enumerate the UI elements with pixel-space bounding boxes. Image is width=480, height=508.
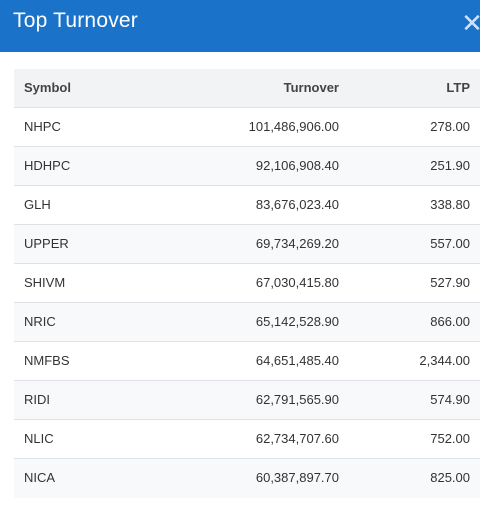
symbol-cell: NHPC	[24, 119, 61, 134]
symbol-cell: NLIC	[24, 431, 54, 446]
symbol-cell: GLH	[24, 197, 51, 212]
ltp-cell: 527.90	[430, 275, 470, 290]
turnover-cell: 83,676,023.40	[255, 197, 339, 212]
symbol-cell: NRIC	[24, 314, 56, 329]
table-row[interactable]: NRIC 65,142,528.90 866.00	[14, 303, 480, 342]
ltp-cell: 825.00	[430, 470, 470, 485]
turnover-cell: 92,106,908.40	[255, 158, 339, 173]
table-row[interactable]: HDHPC 92,106,908.40 251.90	[14, 147, 480, 186]
table-row[interactable]: NLIC 62,734,707.60 752.00	[14, 420, 480, 459]
table-row[interactable]: UPPER 69,734,269.20 557.00	[14, 225, 480, 264]
table-row[interactable]: SHIVM 67,030,415.80 527.90	[14, 264, 480, 303]
symbol-cell: UPPER	[24, 236, 69, 251]
turnover-table: Symbol Turnover LTP NHPC 101,486,906.00 27…	[14, 69, 480, 498]
turnover-cell: 62,791,565.90	[255, 392, 339, 407]
ltp-cell: 752.00	[430, 431, 470, 446]
ltp-cell: 251.90	[430, 158, 470, 173]
close-icon[interactable]: ✕	[461, 8, 480, 38]
symbol-cell: SHIVM	[24, 275, 66, 290]
ltp-cell: 338.80	[430, 197, 470, 212]
modal-header: Top Turnover ✕	[0, 0, 480, 52]
symbol-cell: RIDI	[24, 392, 50, 407]
table-row[interactable]: NICA 60,387,897.70 825.00	[14, 459, 480, 498]
ltp-cell: 574.90	[430, 392, 470, 407]
column-header-symbol[interactable]: Symbol	[24, 80, 71, 95]
turnover-cell: 67,030,415.80	[255, 275, 339, 290]
ltp-cell: 278.00	[430, 119, 470, 134]
modal-title: Top Turnover	[13, 9, 138, 32]
ltp-cell: 2,344.00	[419, 353, 470, 368]
turnover-cell: 69,734,269.20	[255, 236, 339, 251]
turnover-cell: 60,387,897.70	[255, 470, 339, 485]
table-row[interactable]: NMFBS 64,651,485.40 2,344.00	[14, 342, 480, 381]
symbol-cell: NMFBS	[24, 353, 70, 368]
table-row[interactable]: GLH 83,676,023.40 338.80	[14, 186, 480, 225]
symbol-cell: HDHPC	[24, 158, 71, 173]
ltp-cell: 557.00	[430, 236, 470, 251]
turnover-cell: 64,651,485.40	[255, 353, 339, 368]
column-header-ltp[interactable]: LTP	[446, 80, 470, 95]
column-header-turnover[interactable]: Turnover	[283, 80, 339, 95]
turnover-cell: 101,486,906.00	[248, 119, 339, 134]
table-row[interactable]: RIDI 62,791,565.90 574.90	[14, 381, 480, 420]
symbol-cell: NICA	[24, 470, 56, 485]
table-header-row: Symbol Turnover LTP	[14, 69, 480, 108]
ltp-cell: 866.00	[430, 314, 470, 329]
turnover-cell: 65,142,528.90	[255, 314, 339, 329]
turnover-cell: 62,734,707.60	[255, 431, 339, 446]
table-row[interactable]: NHPC 101,486,906.00 278.00	[14, 108, 480, 147]
